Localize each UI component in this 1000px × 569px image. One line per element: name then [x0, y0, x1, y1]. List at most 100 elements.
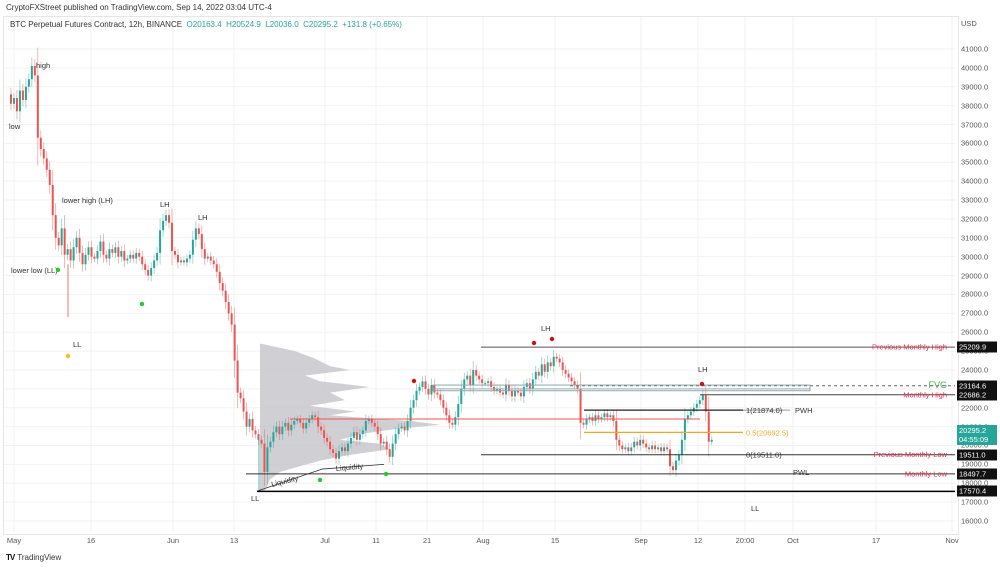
fib-05-label: 0.5(20692.5) — [746, 428, 789, 437]
candle-body — [326, 437, 329, 442]
candle-body — [651, 445, 654, 450]
candle-body — [311, 415, 314, 420]
candle-body — [436, 392, 439, 395]
candle-body — [594, 415, 597, 421]
price-tick: 33000.0 — [961, 195, 989, 205]
candle-body — [469, 375, 472, 386]
candle-body — [126, 258, 129, 261]
candle-body — [710, 439, 713, 442]
annotation-ll: LL — [751, 504, 759, 513]
level-price-tag: 25209.9 — [957, 341, 997, 353]
candle-body — [221, 283, 224, 291]
swing-low-dot — [55, 267, 61, 273]
swing-high-dot — [699, 381, 705, 387]
annotation-lh: LH — [198, 213, 208, 222]
candle-body — [150, 268, 153, 276]
candle-body — [516, 390, 519, 393]
time-tick: Nov — [945, 536, 959, 545]
candle-body — [630, 447, 633, 452]
price-tick: 19000.0 — [961, 459, 989, 469]
price-tick: 29000.0 — [961, 271, 989, 281]
candle-body — [323, 430, 326, 438]
candle-body — [236, 360, 239, 393]
price-tick: 35000.0 — [961, 157, 989, 167]
candle-body — [624, 447, 627, 450]
candle-body — [415, 390, 418, 401]
annotation-lh: LH — [160, 200, 170, 209]
candle-body — [660, 447, 663, 452]
published-line: CryptoFXStreet published on TradingView.… — [6, 3, 272, 12]
time-tick: Jun — [166, 536, 180, 545]
candle-body — [361, 430, 364, 435]
candle-body — [367, 419, 370, 421]
candle-body — [278, 426, 281, 435]
candle-body — [549, 362, 552, 367]
swing-high-dot — [549, 336, 555, 342]
candle-body — [260, 439, 263, 444]
candle-body — [654, 445, 657, 450]
swing-low-dot — [139, 301, 145, 307]
candle-body — [579, 388, 582, 423]
candle-body — [418, 386, 421, 391]
candle-body — [543, 364, 546, 372]
candle-body — [615, 420, 618, 440]
candle-body — [707, 411, 710, 442]
candle-body — [233, 324, 236, 361]
swing-high-dot — [411, 378, 417, 384]
candle-body — [248, 419, 251, 427]
level-price-tag: 17570.4 — [957, 485, 997, 497]
candle-body — [513, 390, 516, 397]
candle-body — [12, 98, 15, 104]
level-label: FVG — [928, 380, 947, 390]
time-tick: 21 — [422, 536, 432, 545]
annotation-pwl: PWL — [793, 468, 809, 477]
time-tick: 17 — [871, 536, 881, 545]
candle-body — [636, 441, 639, 446]
candle-body — [96, 251, 99, 259]
candle-body — [33, 65, 36, 76]
candle-body — [701, 394, 704, 401]
candle-body — [24, 86, 27, 100]
candle-body — [111, 249, 114, 253]
candle-body — [138, 252, 141, 257]
candle-body — [168, 215, 171, 223]
candle-body — [320, 426, 323, 431]
candle-body — [666, 447, 669, 450]
candle-body — [576, 385, 579, 389]
candle-body — [72, 247, 75, 261]
price-tick: 31000.0 — [961, 233, 989, 243]
candle-body — [397, 428, 400, 435]
candle-body — [93, 256, 96, 259]
candle-body — [272, 432, 275, 442]
time-axis[interactable]: May 16 Jun 13 Jul 11 21 Aug 15 Sep 12 20:00 Oct 17 Nov — [3, 533, 959, 549]
time-tick: Oct — [787, 536, 799, 545]
candle-body — [388, 449, 391, 457]
candle-body — [573, 381, 576, 386]
candle-body — [510, 390, 513, 397]
tradingview-logo-icon: TV — [6, 553, 15, 562]
price-tick: 41000.0 — [961, 44, 989, 54]
candle-body — [30, 65, 33, 80]
price-tick: 36000.0 — [961, 138, 989, 148]
swing-low-dot — [383, 471, 389, 477]
candle-body — [645, 443, 648, 448]
candle-body — [78, 237, 81, 253]
time-tick: Aug — [476, 536, 490, 545]
candle-body — [490, 381, 493, 387]
candle-body — [317, 417, 320, 427]
price-tick: 37000.0 — [961, 120, 989, 130]
candle-body — [406, 420, 409, 431]
candle-body — [75, 237, 78, 248]
ohlc-change: +131.8 (+0.65%) — [342, 20, 402, 29]
candle-body — [454, 417, 457, 425]
candle-body — [522, 386, 525, 397]
annotation-lower-low: lower low (LL) — [11, 266, 58, 275]
fvg-zone — [432, 384, 811, 392]
candle-body — [144, 264, 147, 270]
price-axis[interactable]: USD 41000.0 40000.0 39000.0 38000.0 37000.0 3… — [957, 16, 1000, 533]
candle-body — [254, 430, 257, 435]
candle-body — [612, 415, 615, 421]
candle-body — [570, 377, 573, 382]
candle-body — [504, 385, 507, 395]
